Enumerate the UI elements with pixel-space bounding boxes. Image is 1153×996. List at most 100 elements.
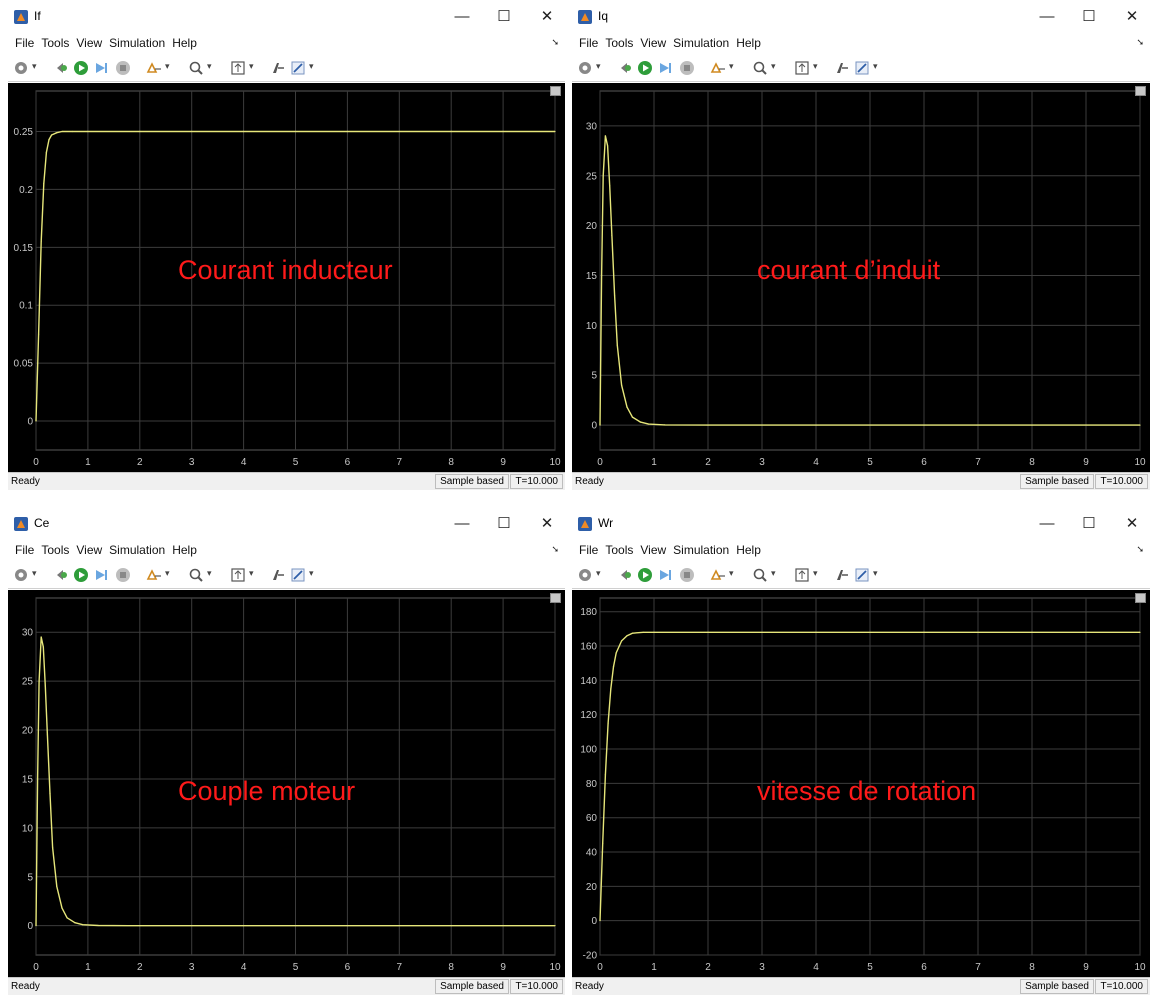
menu-overflow-arrow-icon[interactable]: ➘ [1136, 544, 1144, 554]
settings-gear-dropdown-arrow-icon[interactable]: ▾ [32, 568, 37, 578]
edit-icon[interactable] [290, 60, 306, 76]
menu-view[interactable]: View [76, 543, 103, 557]
trigger-icon[interactable] [270, 60, 286, 76]
menu-file[interactable]: File [15, 543, 35, 557]
zoom-icon[interactable] [188, 60, 204, 76]
autoscale-dropdown-arrow-icon[interactable]: ▾ [249, 568, 254, 578]
run-icon[interactable] [637, 567, 653, 583]
edit-dropdown-arrow-icon[interactable]: ▾ [873, 61, 878, 71]
zoom-icon[interactable] [752, 567, 768, 583]
step-back-icon[interactable] [617, 567, 633, 583]
autoscale-icon[interactable] [794, 567, 810, 583]
menu-view[interactable]: View [640, 543, 667, 557]
edit-dropdown-arrow-icon[interactable]: ▾ [309, 61, 314, 71]
highlight-dropdown-arrow-icon[interactable]: ▾ [729, 61, 734, 71]
menu-tools[interactable]: Tools [605, 36, 634, 50]
menu-file[interactable]: File [15, 36, 35, 50]
menu-simulation[interactable]: Simulation [109, 36, 166, 50]
step-forward-icon[interactable] [657, 567, 673, 583]
stop-icon[interactable] [679, 60, 695, 76]
edit-icon[interactable] [290, 567, 306, 583]
highlight-icon[interactable] [146, 60, 162, 76]
menu-overflow-arrow-icon[interactable]: ➘ [1136, 37, 1144, 47]
zoom-dropdown-arrow-icon[interactable]: ▾ [207, 568, 212, 578]
highlight-icon[interactable] [710, 60, 726, 76]
edit-icon[interactable] [854, 567, 870, 583]
minimize-button[interactable]: — [454, 515, 470, 532]
expand-legend-button[interactable] [1135, 593, 1146, 603]
settings-gear-icon[interactable] [13, 60, 29, 76]
menu-help[interactable]: Help [736, 543, 761, 557]
autoscale-dropdown-arrow-icon[interactable]: ▾ [813, 61, 818, 71]
trigger-icon[interactable] [270, 567, 286, 583]
minimize-button[interactable]: — [1039, 8, 1055, 25]
highlight-dropdown-arrow-icon[interactable]: ▾ [729, 568, 734, 578]
zoom-icon[interactable] [188, 567, 204, 583]
menu-help[interactable]: Help [172, 36, 197, 50]
zoom-dropdown-arrow-icon[interactable]: ▾ [771, 61, 776, 71]
expand-legend-button[interactable] [550, 593, 561, 603]
menu-simulation[interactable]: Simulation [673, 543, 730, 557]
menu-tools[interactable]: Tools [41, 36, 70, 50]
settings-gear-icon[interactable] [577, 567, 593, 583]
run-icon[interactable] [73, 567, 89, 583]
maximize-button[interactable]: ☐ [497, 515, 511, 532]
settings-gear-dropdown-arrow-icon[interactable]: ▾ [596, 568, 601, 578]
step-forward-icon[interactable] [657, 60, 673, 76]
highlight-dropdown-arrow-icon[interactable]: ▾ [165, 61, 170, 71]
step-forward-icon[interactable] [93, 60, 109, 76]
maximize-button[interactable]: ☐ [497, 8, 511, 25]
menu-file[interactable]: File [579, 543, 599, 557]
step-back-icon[interactable] [617, 60, 633, 76]
run-icon[interactable] [637, 60, 653, 76]
expand-legend-button[interactable] [550, 86, 561, 96]
edit-dropdown-arrow-icon[interactable]: ▾ [873, 568, 878, 578]
menu-view[interactable]: View [76, 36, 103, 50]
close-button[interactable]: ✕ [540, 515, 554, 532]
autoscale-icon[interactable] [230, 60, 246, 76]
autoscale-dropdown-arrow-icon[interactable]: ▾ [813, 568, 818, 578]
close-button[interactable]: ✕ [1125, 515, 1139, 532]
maximize-button[interactable]: ☐ [1082, 8, 1096, 25]
menu-tools[interactable]: Tools [41, 543, 70, 557]
step-forward-icon[interactable] [93, 567, 109, 583]
settings-gear-icon[interactable] [13, 567, 29, 583]
autoscale-icon[interactable] [794, 60, 810, 76]
menu-file[interactable]: File [579, 36, 599, 50]
close-button[interactable]: ✕ [540, 8, 554, 25]
settings-gear-dropdown-arrow-icon[interactable]: ▾ [596, 61, 601, 71]
autoscale-dropdown-arrow-icon[interactable]: ▾ [249, 61, 254, 71]
zoom-icon[interactable] [752, 60, 768, 76]
highlight-icon[interactable] [710, 567, 726, 583]
run-icon[interactable] [73, 60, 89, 76]
step-back-icon[interactable] [53, 567, 69, 583]
minimize-button[interactable]: — [454, 8, 470, 25]
menu-overflow-arrow-icon[interactable]: ➘ [551, 544, 559, 554]
zoom-dropdown-arrow-icon[interactable]: ▾ [207, 61, 212, 71]
edit-dropdown-arrow-icon[interactable]: ▾ [309, 568, 314, 578]
menu-help[interactable]: Help [172, 543, 197, 557]
trigger-icon[interactable] [834, 60, 850, 76]
stop-icon[interactable] [115, 60, 131, 76]
expand-legend-button[interactable] [1135, 86, 1146, 96]
maximize-button[interactable]: ☐ [1082, 515, 1096, 532]
menu-simulation[interactable]: Simulation [673, 36, 730, 50]
trigger-icon[interactable] [834, 567, 850, 583]
menu-simulation[interactable]: Simulation [109, 543, 166, 557]
autoscale-icon[interactable] [230, 567, 246, 583]
step-back-icon[interactable] [53, 60, 69, 76]
highlight-icon[interactable] [146, 567, 162, 583]
minimize-button[interactable]: — [1039, 515, 1055, 532]
menu-overflow-arrow-icon[interactable]: ➘ [551, 37, 559, 47]
highlight-dropdown-arrow-icon[interactable]: ▾ [165, 568, 170, 578]
settings-gear-icon[interactable] [577, 60, 593, 76]
menu-view[interactable]: View [640, 36, 667, 50]
menu-tools[interactable]: Tools [605, 543, 634, 557]
stop-icon[interactable] [115, 567, 131, 583]
stop-icon[interactable] [679, 567, 695, 583]
zoom-dropdown-arrow-icon[interactable]: ▾ [771, 568, 776, 578]
menu-help[interactable]: Help [736, 36, 761, 50]
close-button[interactable]: ✕ [1125, 8, 1139, 25]
edit-icon[interactable] [854, 60, 870, 76]
settings-gear-dropdown-arrow-icon[interactable]: ▾ [32, 61, 37, 71]
